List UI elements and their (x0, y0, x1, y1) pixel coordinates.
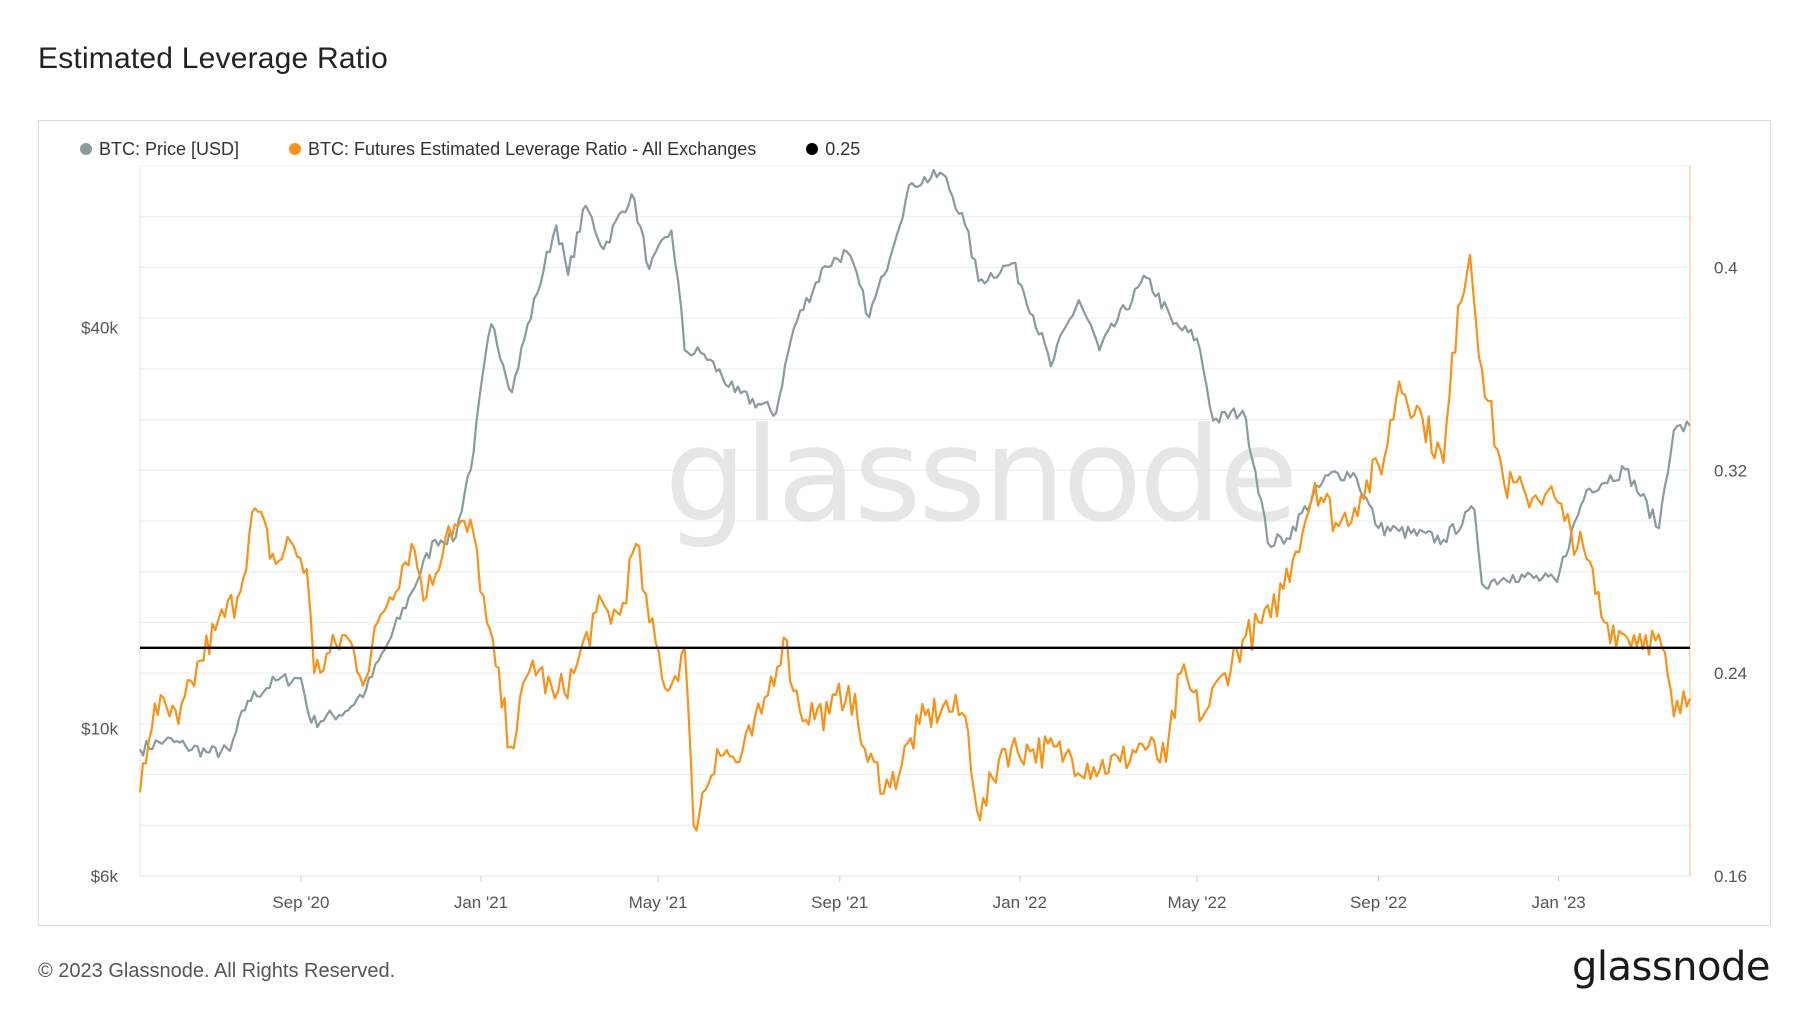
legend-leverage-label: BTC: Futures Estimated Leverage Ratio - … (308, 138, 757, 159)
x-axis-tick-label: Jan '21 (454, 893, 508, 912)
grid-lines (140, 165, 1690, 877)
legend-price-dot-icon (80, 143, 92, 155)
legend-threshold-dot-icon (806, 143, 819, 155)
x-axis-tick-label: Sep '20 (272, 893, 329, 912)
chart-watermark: glassnode (664, 399, 1295, 551)
left-axis-tick-label: $6k (91, 867, 119, 886)
x-axis-tick-label: Sep '22 (1350, 893, 1407, 912)
x-axis-tick-label: May '21 (629, 893, 688, 912)
chart-title: Estimated Leverage Ratio (38, 42, 388, 75)
right-axis-tick-label: 0.32 (1714, 461, 1747, 480)
leverage-series-line (138, 253, 1692, 832)
legend-leverage-dot-icon (289, 143, 302, 155)
right-axis-tick-label: 0.24 (1714, 664, 1747, 683)
glassnode-logo[interactable]: glassnode (1571, 944, 1771, 990)
chart-legend: BTC: Price [USD] BTC: Futures Estimated … (80, 138, 910, 160)
copyright-text: © 2023 Glassnode. All Rights Reserved. (38, 960, 396, 982)
axes: $6k $10k $40k 0.16 0.24 0.32 0.4 Sep '20 Jan '21… (81, 166, 1747, 912)
legend-price-label: BTC: Price [USD] (99, 138, 240, 159)
series-layer (138, 168, 1692, 832)
right-axis-tick-label: 0.4 (1714, 258, 1738, 277)
price-series-line (139, 168, 1691, 759)
right-axis-tick-label: 0.16 (1714, 867, 1747, 886)
x-axis-tick-label: May '22 (1167, 893, 1226, 912)
left-axis-tick-label: $10k (81, 719, 118, 738)
chart-panel (38, 120, 1771, 926)
legend-item-price[interactable]: BTC: Price [USD] (80, 139, 239, 160)
x-axis-tick-label: Jan '23 (1531, 893, 1585, 912)
legend-item-leverage[interactable]: BTC: Futures Estimated Leverage Ratio - … (289, 139, 756, 160)
legend-threshold-label: 0.25 (825, 138, 861, 159)
x-axis-tick-label: Jan '22 (993, 893, 1047, 912)
x-axis-tick-label: Sep '21 (811, 893, 868, 912)
left-axis-tick-label: $40k (81, 319, 118, 338)
legend-item-threshold[interactable]: 0.25 (806, 139, 860, 160)
